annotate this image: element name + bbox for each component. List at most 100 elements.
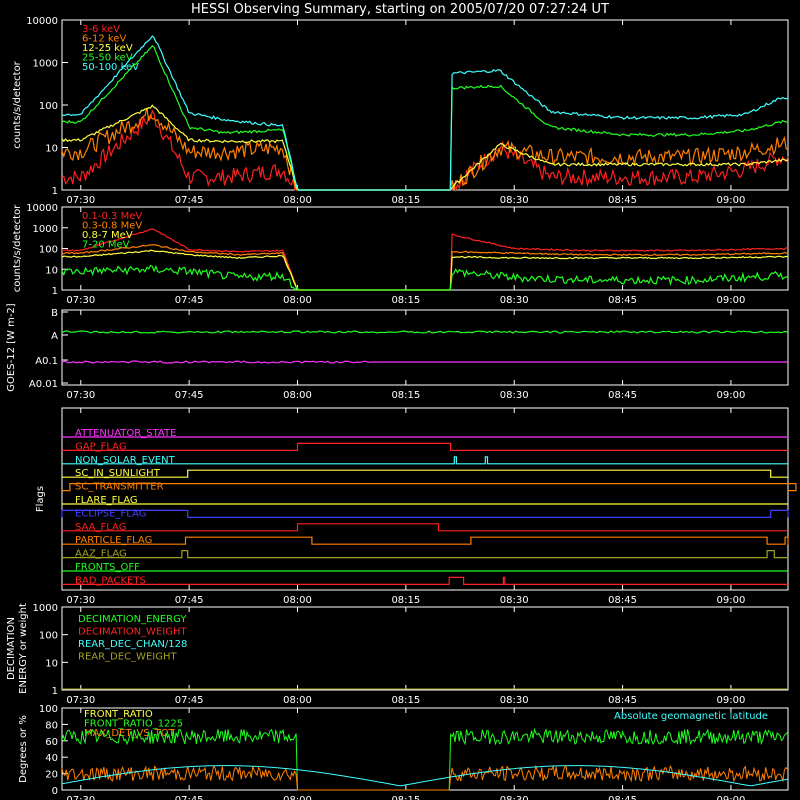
x-tick-label: 07:45 [175, 695, 204, 706]
x-tick-label: 08:30 [500, 695, 529, 706]
flag-line [62, 536, 789, 545]
y-tick-label: 100 [39, 101, 58, 112]
series-line [61, 264, 789, 292]
flag-label: SC_TRANSMITTER [75, 482, 164, 493]
flag-line [62, 523, 788, 532]
x-tick-label: 07:45 [175, 390, 204, 401]
series-line [61, 360, 788, 364]
legend-entry: 0.1-0.3 MeV [82, 211, 142, 222]
x-tick-label: 08:30 [500, 595, 529, 606]
series-line [61, 244, 789, 291]
flag-label: NON_SOLAR_EVENT [75, 455, 176, 466]
flag-label: ATTENUATOR_STATE [75, 428, 176, 439]
flag-label: AAZ_FLAG [75, 549, 127, 560]
y-axis-label: Flags [35, 486, 46, 512]
y-axis-label: DECIMATION [6, 617, 17, 680]
legend-entry: MAX_DET_VS_TOT [84, 728, 176, 739]
x-tick-label: 08:00 [283, 390, 312, 401]
y-tick-label: 10 [45, 144, 58, 155]
x-tick-label: 08:45 [608, 795, 637, 800]
legend-entry: REAR_DEC_WEIGHT [78, 652, 177, 663]
y-tick-label: 10000 [26, 203, 58, 214]
y-tick-label: 10 [45, 658, 58, 669]
y-axis-label: counts/s/detector [12, 60, 23, 148]
y-axis-label: counts/s/detector [12, 204, 23, 292]
series-line [61, 249, 789, 291]
series-line [61, 35, 789, 191]
x-tick-label: 07:45 [175, 195, 204, 206]
x-tick-label: 08:30 [500, 390, 529, 401]
flag-label: FLARE_FLAG [75, 495, 138, 506]
x-tick-label: 09:00 [717, 390, 746, 401]
x-tick-label: 08:15 [391, 695, 420, 706]
flag-line [61, 509, 789, 518]
x-tick-label: 08:30 [500, 295, 529, 306]
flag-label: SC_IN_SUNLIGHT [75, 468, 161, 479]
y-axis-label: ENERGY or weight [18, 603, 29, 694]
x-tick-label: 08:15 [391, 295, 420, 306]
y-tick-label: 1000 [33, 224, 58, 235]
x-tick-label: 07:30 [66, 390, 95, 401]
flag-label: FRONTS_OFF [75, 562, 140, 573]
y-tick-label: 1000 [33, 603, 58, 614]
y-tick-label: 100 [39, 631, 58, 642]
flag-line [62, 576, 788, 585]
x-tick-label: 08:00 [283, 695, 312, 706]
legend-entry: DECIMATION_ENERGY [78, 614, 187, 625]
y-tick-label: 60 [45, 737, 58, 748]
y-tick-label: 1 [52, 186, 58, 197]
x-tick-label: 08:45 [608, 295, 637, 306]
x-tick-label: 09:00 [717, 695, 746, 706]
y-tick-label: 1 [52, 286, 58, 297]
panel-frame-decimation [61, 606, 789, 691]
legend-entry: 3-6 keV [82, 24, 120, 35]
annotation-label: Absolute geomagnetic latitude [614, 711, 768, 722]
y-tick-label: A0.01 [29, 379, 58, 390]
flag-label: SAA_FLAG [75, 522, 126, 533]
panel-frame-goes [61, 309, 789, 386]
flag-line [62, 442, 788, 451]
flag-label: PARTICLE_FLAG [75, 535, 152, 546]
series-line [61, 330, 788, 334]
x-tick-label: 08:15 [391, 390, 420, 401]
y-tick-label: A [51, 331, 58, 342]
y-tick-label: 80 [45, 720, 58, 731]
chart-title: HESSI Observing Summary, starting on 200… [191, 2, 609, 17]
legend-entry: 7-20 MeV [82, 240, 130, 251]
x-tick-label: 09:00 [717, 795, 746, 800]
y-tick-label: 10 [45, 265, 58, 276]
y-tick-label: 40 [45, 753, 58, 764]
y-tick-label: 10000 [26, 16, 58, 27]
x-tick-label: 07:45 [175, 295, 204, 306]
x-tick-label: 07:45 [175, 795, 204, 800]
x-tick-label: 08:15 [391, 595, 420, 606]
x-tick-label: 08:00 [283, 295, 312, 306]
y-axis-label: GOES-12 [W m-2] [6, 303, 17, 391]
x-tick-label: 07:45 [175, 595, 204, 606]
x-tick-label: 08:00 [283, 195, 312, 206]
legend-entry: 6-12 keV [82, 34, 126, 45]
x-tick-label: 07:30 [66, 195, 95, 206]
x-tick-label: 08:30 [500, 795, 529, 800]
legend-entry: 25-50 keV [82, 53, 133, 64]
legend-entry: FRONT_RATIO [84, 709, 153, 720]
legend-entry: DECIMATION_WEIGHT [78, 627, 187, 638]
x-tick-label: 08:00 [283, 595, 312, 606]
legend-entry: 12-25 keV [82, 43, 133, 54]
y-tick-label: B [51, 308, 58, 319]
flag-line [62, 483, 797, 492]
x-tick-label: 08:00 [283, 795, 312, 800]
y-tick-label: 20 [45, 770, 58, 781]
x-tick-label: 07:30 [66, 595, 95, 606]
series-line [61, 765, 789, 787]
x-tick-label: 08:15 [391, 795, 420, 800]
y-tick-label: 1000 [33, 59, 58, 70]
x-tick-label: 09:00 [717, 595, 746, 606]
y-tick-label: 0 [52, 786, 58, 797]
x-tick-label: 08:15 [391, 195, 420, 206]
legend-entry: REAR_DEC_CHAN/128 [78, 639, 187, 650]
flag-label: BAD_PACKETS [75, 575, 146, 586]
legend-entry: 0.3-0.8 MeV [82, 221, 142, 232]
